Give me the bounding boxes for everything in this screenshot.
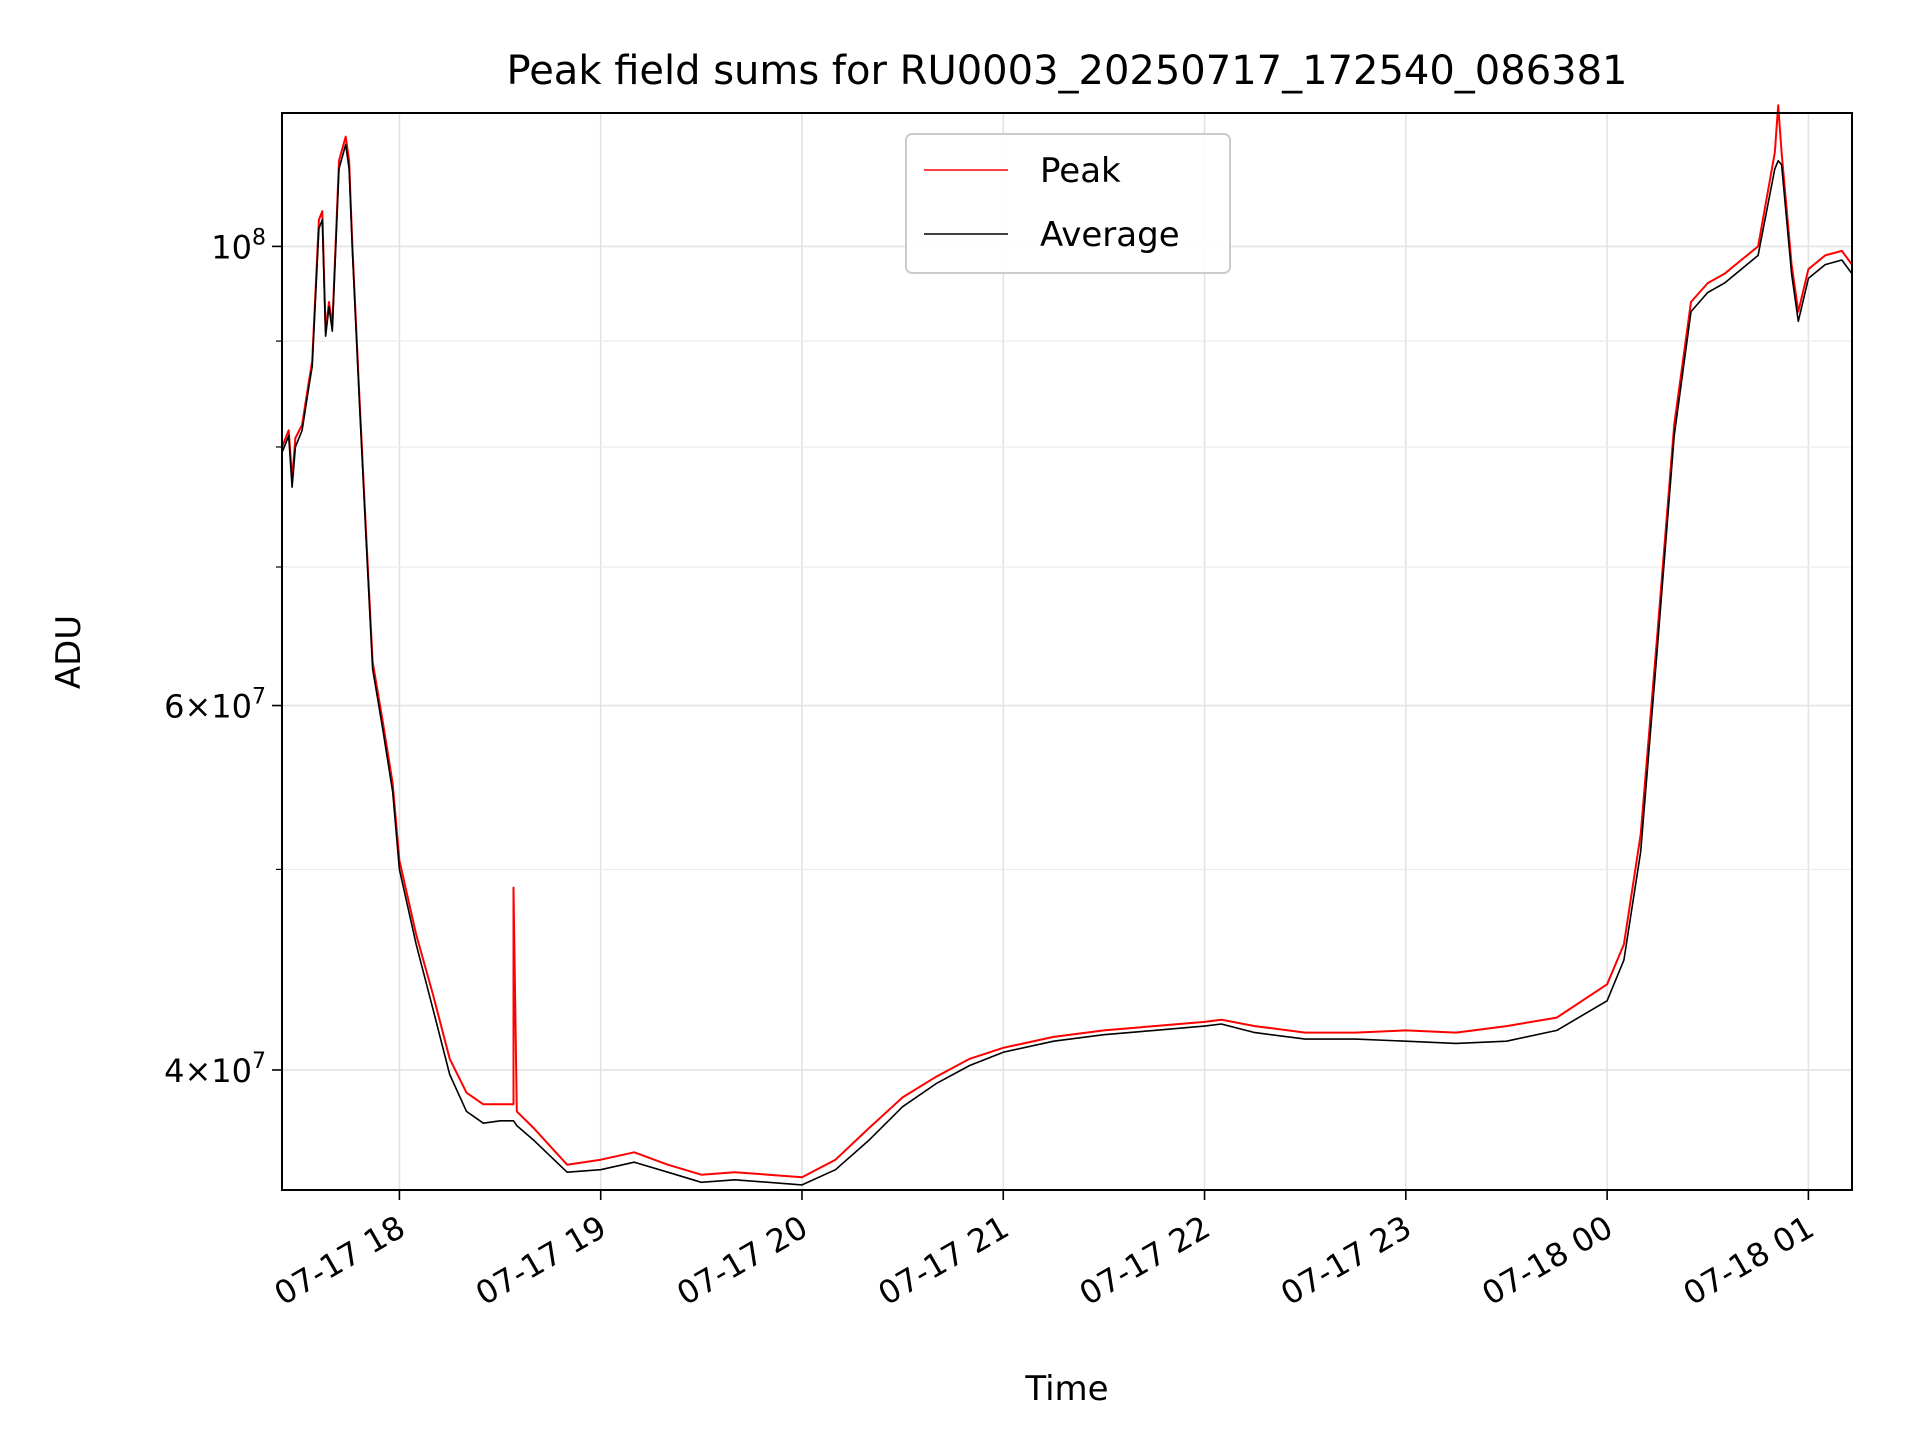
legend-label-peak: Peak (1040, 151, 1121, 191)
legend-box (905, 133, 1231, 274)
x-axis-label: Time (1024, 1369, 1108, 1409)
y-axis-label: ADU (49, 615, 89, 689)
series-line-average (281, 143, 1853, 1186)
y-tick-label: 6×107 (164, 685, 266, 726)
legend: Peak Average (905, 133, 1231, 274)
y-tick-label: 4×107 (164, 1049, 266, 1090)
chart-title: Peak field sums for RU0003_20250717_1725… (507, 48, 1628, 94)
legend-label-average: Average (1040, 215, 1180, 255)
series-line-peak (281, 104, 1853, 1179)
plot-frame (281, 112, 1853, 1191)
series-lines (281, 104, 1853, 1186)
